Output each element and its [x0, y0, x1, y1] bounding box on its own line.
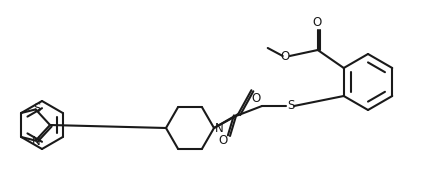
Text: S: S [33, 102, 40, 115]
Text: O: O [218, 135, 227, 147]
Text: N: N [214, 122, 223, 135]
Text: O: O [311, 17, 321, 30]
Text: O: O [251, 92, 261, 105]
Text: N: N [32, 135, 41, 148]
Text: O: O [279, 50, 289, 63]
Text: S: S [286, 99, 294, 113]
